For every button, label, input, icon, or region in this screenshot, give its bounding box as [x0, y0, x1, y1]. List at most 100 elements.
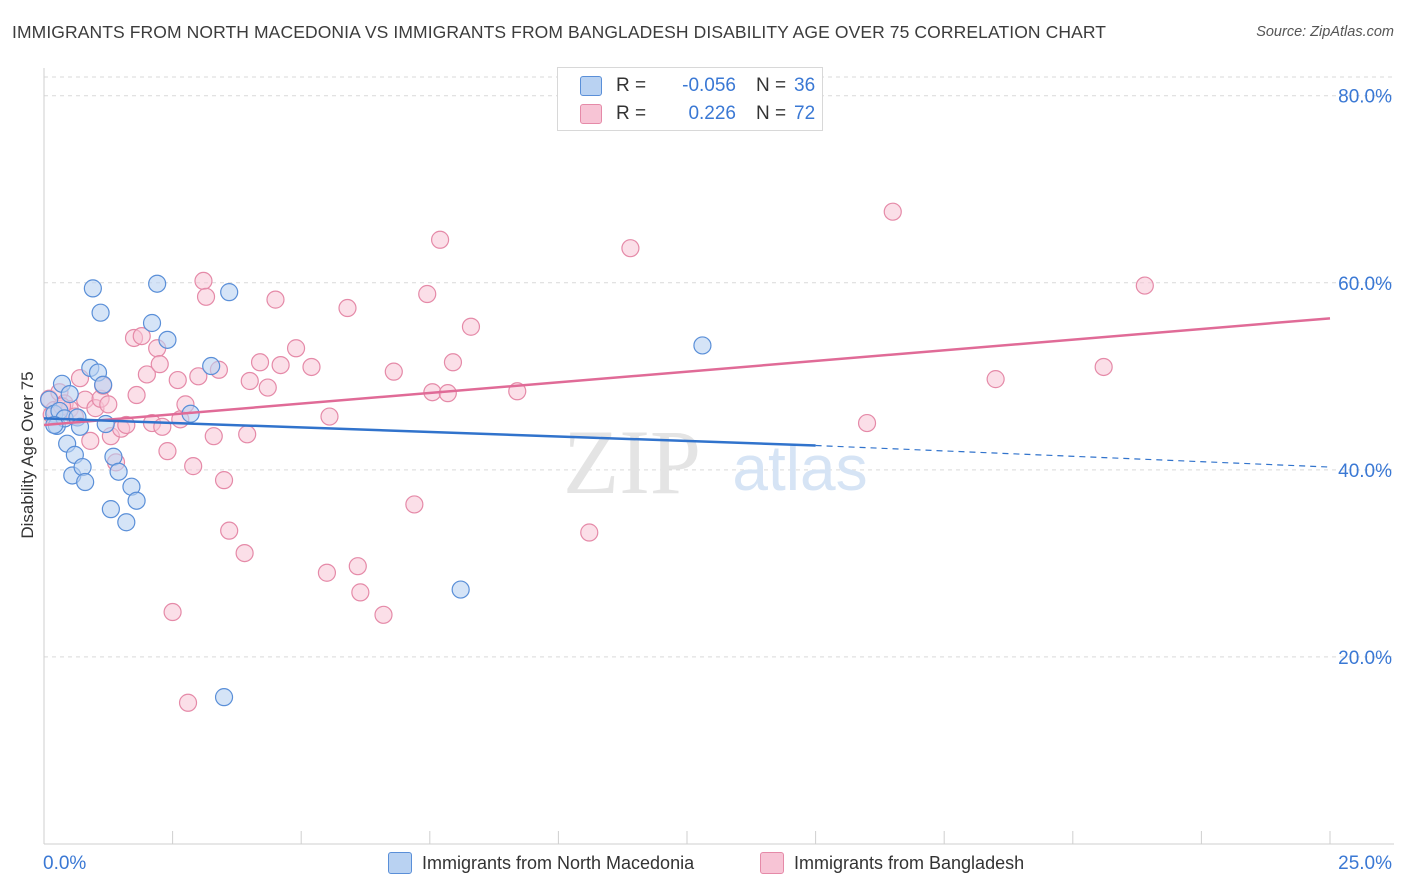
y-tick-label: 80.0%	[1338, 87, 1392, 108]
data-point-north-macedonia	[117, 513, 136, 532]
legend-n-label: N =	[756, 75, 787, 96]
axes	[43, 68, 1394, 845]
data-point-bangladesh	[405, 495, 424, 514]
data-point-bangladesh	[132, 326, 151, 346]
data-point-bangladesh	[258, 378, 277, 397]
legend-label: Immigrants from North Macedonia	[422, 852, 695, 873]
trend-line-north-macedonia	[43, 417, 816, 447]
legend-swatch-blue	[388, 852, 412, 874]
data-point-north-macedonia	[76, 472, 95, 492]
data-point-bangladesh	[196, 287, 216, 306]
data-point-bangladesh	[178, 693, 198, 712]
data-point-bangladesh	[1135, 276, 1154, 295]
data-point-bangladesh	[250, 353, 270, 372]
data-point-bangladesh	[184, 457, 203, 476]
data-point-bangladesh	[986, 370, 1005, 389]
tick-labels: 20.0% 40.0% 60.0% 80.0% 0.0% 25.0%	[43, 87, 1392, 874]
data-point-north-macedonia	[693, 336, 712, 355]
data-point-bangladesh	[168, 370, 187, 390]
legend-item-north-macedonia[interactable]: Immigrants from North Macedonia	[388, 852, 694, 874]
trend-line-north-macedonia-extrapolated	[815, 444, 1331, 468]
legend-n-label: N =	[756, 103, 787, 124]
data-point-north-macedonia	[127, 491, 146, 510]
data-point-north-macedonia	[60, 384, 79, 404]
y-tick-label: 40.0%	[1338, 461, 1392, 482]
series-legend: Immigrants from North Macedonia Immigran…	[0, 852, 1406, 876]
data-point-bangladesh	[153, 417, 172, 436]
data-point-bangladesh	[302, 357, 321, 377]
data-point-north-macedonia	[451, 580, 470, 599]
chart-title: IMMIGRANTS FROM NORTH MACEDONIA VS IMMIG…	[12, 22, 1107, 42]
data-point-bangladesh	[266, 290, 285, 309]
x-tick-label: 25.0%	[1338, 853, 1392, 874]
legend-r-value: -0.056	[682, 75, 736, 96]
data-point-bangladesh	[238, 425, 257, 444]
data-point-north-macedonia	[202, 356, 221, 376]
y-axis-label: Disability Age Over 75	[18, 371, 37, 539]
data-point-north-macedonia	[142, 313, 162, 333]
data-point-bangladesh	[857, 413, 877, 433]
data-point-bangladesh	[158, 442, 177, 461]
data-point-bangladesh	[286, 339, 306, 358]
data-point-bangladesh	[320, 407, 339, 426]
data-point-bangladesh	[351, 583, 370, 602]
gridlines	[44, 76, 1394, 658]
data-point-bangladesh	[580, 523, 599, 542]
data-point-bangladesh	[99, 395, 118, 414]
data-point-north-macedonia	[94, 375, 113, 394]
data-point-bangladesh	[430, 230, 450, 249]
trend-lines	[43, 317, 1331, 468]
data-point-north-macedonia	[91, 303, 110, 322]
legend-n-value: 36	[794, 75, 816, 96]
data-point-north-macedonia	[96, 414, 115, 434]
data-point-bangladesh	[81, 431, 100, 450]
data-point-bangladesh	[235, 544, 254, 563]
legend-r-label: R =	[616, 75, 647, 96]
y-tick-label: 20.0%	[1338, 648, 1392, 669]
legend-swatch-blue	[580, 76, 602, 96]
data-point-bangladesh	[443, 353, 463, 372]
data-point-bangladesh	[384, 362, 403, 381]
data-point-bangladesh	[194, 271, 213, 291]
data-point-bangladesh	[317, 563, 337, 582]
data-point-north-macedonia	[101, 500, 120, 519]
data-point-north-macedonia	[158, 330, 177, 349]
data-point-bangladesh	[621, 239, 640, 258]
data-point-bangladesh	[271, 355, 290, 375]
data-point-bangladesh	[374, 605, 393, 624]
data-point-bangladesh	[1094, 357, 1113, 377]
data-point-north-macedonia	[109, 462, 128, 481]
legend-label: Immigrants from Bangladesh	[794, 852, 1025, 873]
watermark-zip: ZIP	[563, 411, 701, 513]
data-point-bangladesh	[189, 367, 208, 386]
data-point-bangladesh	[418, 284, 437, 304]
legend-swatch-pink	[580, 104, 602, 124]
data-point-bangladesh	[461, 317, 481, 336]
data-point-bangladesh	[348, 557, 367, 576]
legend-row-bangladesh: R = 0.226 N = 72	[580, 102, 815, 126]
data-point-bangladesh	[204, 427, 223, 446]
data-point-bangladesh	[127, 385, 146, 405]
series-north-macedonia-points	[40, 274, 712, 707]
correlation-legend: R = -0.056 N = 36 R = 0.226 N = 72	[557, 67, 823, 131]
data-point-bangladesh	[214, 471, 234, 490]
data-point-north-macedonia	[73, 457, 92, 477]
data-point-bangladesh	[220, 521, 239, 540]
source-label: Source: ZipAtlas.com	[1256, 24, 1394, 40]
data-point-north-macedonia	[148, 274, 167, 293]
data-point-bangladesh	[883, 202, 902, 221]
legend-item-bangladesh[interactable]: Immigrants from Bangladesh	[760, 852, 1024, 874]
data-point-bangladesh	[338, 298, 357, 318]
legend-n-value: 72	[794, 103, 816, 124]
data-point-bangladesh	[163, 602, 182, 622]
data-point-north-macedonia	[214, 688, 234, 707]
data-point-north-macedonia	[83, 279, 102, 298]
data-point-bangladesh	[150, 355, 169, 374]
legend-row-north-macedonia: R = -0.056 N = 36	[580, 74, 815, 98]
y-tick-label: 60.0%	[1338, 274, 1392, 295]
trend-line-bangladesh	[43, 317, 1331, 427]
data-point-bangladesh	[240, 371, 259, 391]
data-point-bangladesh	[137, 365, 156, 384]
legend-r-label: R =	[616, 103, 647, 124]
